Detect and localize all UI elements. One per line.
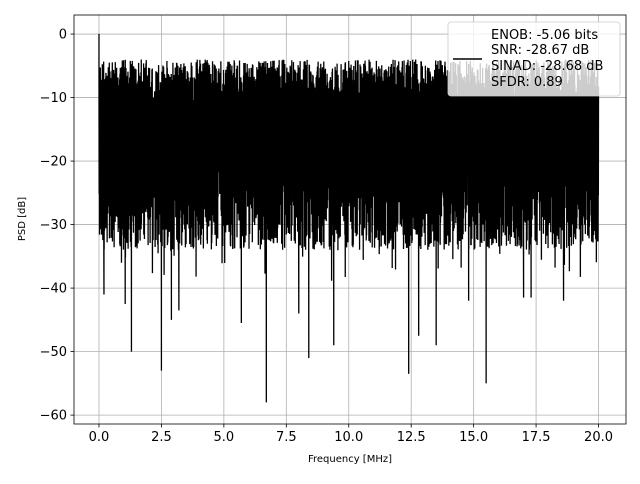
axes-frame	[73, 14, 627, 425]
legend-snr: SNR: -28.67 dB	[491, 43, 589, 58]
y-tick-label: −30	[40, 218, 67, 233]
y-tick-label: −10	[40, 91, 67, 106]
y-axis-label: PSD [dB]	[17, 197, 28, 241]
legend-sfdr: SFDR: 0.89	[491, 75, 563, 90]
x-tick-label: 2.5	[151, 430, 172, 445]
legend-box	[447, 21, 621, 97]
y-tick-label: −50	[40, 345, 67, 360]
x-axis-ticks: 0.0 2.5 5.0 7.5 10.0 12.5 15.0 17.5 20.0	[89, 424, 613, 445]
x-tick-label: 20.0	[584, 430, 613, 445]
y-tick-label: −20	[40, 155, 67, 170]
x-tick-label: 17.5	[522, 430, 551, 445]
legend: ENOB: -5.06 bits SNR: -28.67 dB SINAD: -…	[447, 21, 621, 97]
psd-line	[98, 34, 600, 403]
psd-series	[98, 34, 600, 403]
y-tick-label: −60	[40, 409, 67, 424]
legend-sinad: SINAD: -28.68 dB	[491, 59, 603, 74]
legend-enob: ENOB: -5.06 bits	[491, 28, 598, 43]
x-tick-label: 10.0	[334, 430, 363, 445]
x-tick-label: 15.0	[459, 430, 488, 445]
y-tick-label: −40	[40, 282, 67, 297]
y-axis-ticks: 0 −10 −20 −30 −40 −50 −60	[40, 28, 74, 424]
x-tick-label: 0.0	[89, 430, 110, 445]
x-tick-label: 7.5	[276, 430, 297, 445]
x-tick-label: 12.5	[397, 430, 426, 445]
x-tick-label: 5.0	[214, 430, 235, 445]
y-tick-label: 0	[59, 28, 67, 43]
x-axis-label: Frequency [MHz]	[308, 454, 392, 465]
